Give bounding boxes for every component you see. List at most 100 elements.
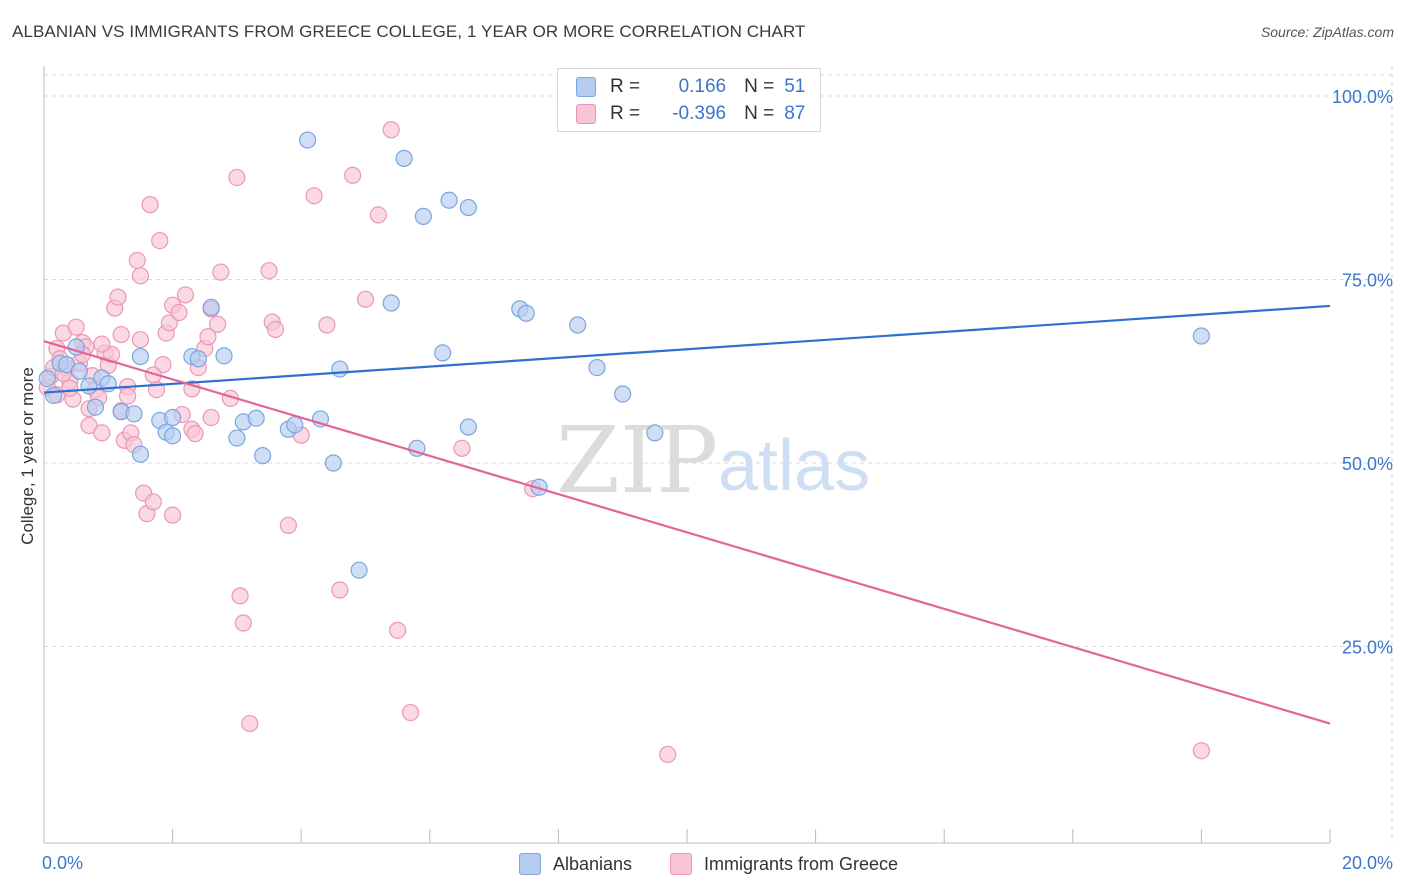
legend-n-value-greece: 87 xyxy=(784,103,806,124)
data-point-albanians xyxy=(459,198,477,217)
trend-lines xyxy=(43,304,1331,725)
legend-n-label: N = xyxy=(744,103,775,124)
data-point-greece xyxy=(144,493,162,511)
trend-line-albanians xyxy=(43,304,1331,394)
data-point-albanians xyxy=(530,478,548,496)
trend-line-greece xyxy=(43,340,1331,725)
data-point-greece xyxy=(659,745,677,763)
data-point-albanians xyxy=(299,131,317,149)
data-point-albanians xyxy=(164,427,182,445)
data-point-greece xyxy=(212,263,230,281)
data-point-albanians xyxy=(350,561,368,579)
data-point-greece xyxy=(241,714,259,733)
data-point-greece xyxy=(305,187,323,205)
data-point-greece xyxy=(112,325,130,344)
data-point-albanians xyxy=(70,362,88,380)
legend-r-value-albanians: 0.166 xyxy=(678,76,727,97)
data-point-albanians xyxy=(45,386,63,405)
chart-title: ALBANIAN VS IMMIGRANTS FROM GREECE COLLE… xyxy=(12,22,806,41)
data-point-albanians xyxy=(331,360,349,378)
data-point-greece xyxy=(260,262,278,280)
data-point-greece xyxy=(93,335,111,353)
y-tick-label: 50.0% xyxy=(1342,454,1393,474)
data-point-greece xyxy=(202,408,220,427)
data-point-greece xyxy=(344,166,362,184)
data-point-albanians xyxy=(202,298,220,316)
data-point-greece xyxy=(128,251,146,270)
data-point-greece xyxy=(234,614,252,632)
bottom-legend-swatch-blue xyxy=(519,853,541,875)
data-point-greece xyxy=(318,316,336,334)
data-point-albanians xyxy=(228,429,246,447)
data-point-greece xyxy=(118,387,137,405)
x-tick-label-min: 0.0% xyxy=(42,853,83,873)
legend-swatch-blue xyxy=(576,77,596,97)
y-tick-label: 25.0% xyxy=(1342,638,1393,658)
data-point-albanians xyxy=(440,191,458,209)
legend-swatch-pink xyxy=(576,104,596,124)
data-point-albanians xyxy=(517,304,535,322)
y-tick-label: 75.0% xyxy=(1342,271,1393,291)
data-point-greece xyxy=(209,315,227,333)
data-point-albanians xyxy=(324,454,342,472)
data-point-greece xyxy=(369,206,387,224)
data-point-albanians xyxy=(434,344,452,362)
data-point-greece xyxy=(186,425,204,443)
legend-r-label: R = xyxy=(610,103,641,124)
data-point-greece xyxy=(389,621,407,639)
data-point-albanians xyxy=(1192,327,1211,345)
data-point-albanians xyxy=(414,207,432,225)
legend-row-greece: R = -0.396 N = 87 xyxy=(576,100,805,128)
data-point-albanians xyxy=(86,398,105,416)
axes xyxy=(43,66,1331,844)
data-point-greece xyxy=(131,331,150,349)
watermark-atlas: atlas xyxy=(718,426,870,506)
data-point-greece xyxy=(151,231,169,250)
data-point-greece xyxy=(109,288,127,306)
tick-labels: 25.0% 50.0% 75.0% 100.0% 0.0% 20.0% xyxy=(42,87,1393,873)
bottom-legend-label-greece: Immigrants from Greece xyxy=(704,853,899,874)
data-point-albanians xyxy=(569,316,587,334)
bottom-legend-label-albanians: Albanians xyxy=(553,853,633,874)
watermark-zip: ZIP xyxy=(556,407,718,514)
legend-n-value-albanians: 51 xyxy=(784,76,806,97)
data-point-albanians xyxy=(588,358,606,377)
data-point-greece xyxy=(67,318,85,336)
data-point-albanians xyxy=(614,385,632,403)
bottom-legend-swatch-pink xyxy=(670,853,692,875)
watermark: ZIP atlas xyxy=(556,407,870,514)
series-albanians-points xyxy=(38,131,1211,579)
data-point-albanians xyxy=(459,418,477,436)
data-point-albanians xyxy=(247,409,265,427)
data-point-greece xyxy=(331,581,349,599)
bottom-legend-greece: Immigrants from Greece xyxy=(670,850,898,878)
data-point-albanians xyxy=(382,294,400,312)
data-point-greece xyxy=(1192,742,1211,760)
data-point-greece xyxy=(131,267,150,285)
legend-r-label: R = xyxy=(610,76,641,97)
data-point-greece xyxy=(141,196,159,214)
data-point-greece xyxy=(228,168,246,187)
data-point-greece xyxy=(401,703,420,722)
data-point-albanians xyxy=(38,369,56,388)
x-tick-label-max: 20.0% xyxy=(1342,853,1393,873)
data-point-greece xyxy=(382,121,400,139)
data-point-greece xyxy=(453,439,471,457)
data-point-albanians xyxy=(254,447,272,465)
data-point-greece xyxy=(266,320,285,339)
data-point-albanians xyxy=(125,405,143,423)
legend-n-label: N = xyxy=(744,76,775,97)
legend-row-albanians: R = 0.166 N = 51 xyxy=(576,73,805,101)
data-point-greece xyxy=(199,328,217,346)
data-point-greece xyxy=(170,303,188,322)
bottom-legend-albanians: Albanians xyxy=(519,850,632,878)
y-tick-label: 100.0% xyxy=(1332,87,1393,107)
data-point-albanians xyxy=(131,347,150,366)
data-point-greece xyxy=(176,286,195,304)
data-point-albanians xyxy=(189,350,207,368)
legend-r-value-greece: -0.396 xyxy=(672,103,727,124)
data-point-albanians xyxy=(164,408,182,427)
data-point-greece xyxy=(231,587,249,605)
data-point-albanians xyxy=(131,445,150,463)
